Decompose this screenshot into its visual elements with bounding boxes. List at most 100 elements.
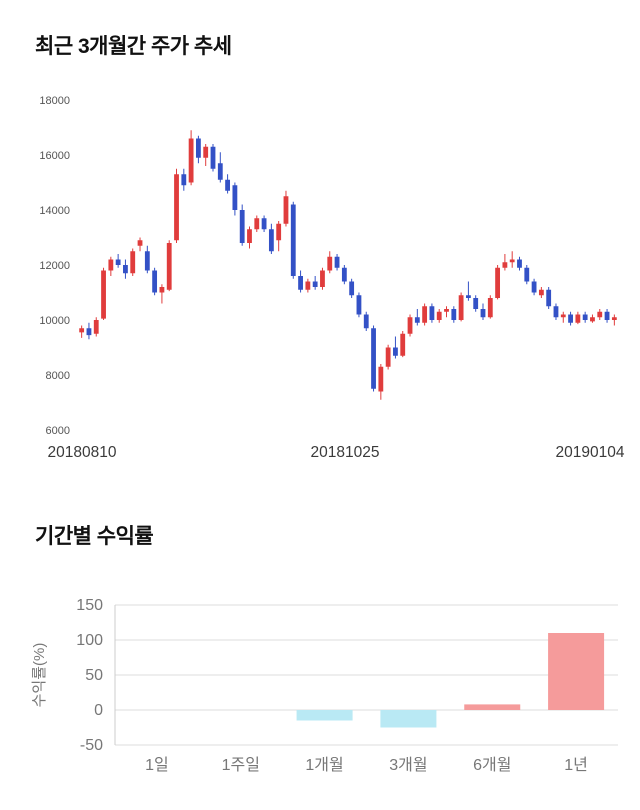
candle-up [458, 292, 464, 322]
candle-body [371, 328, 376, 389]
candle-down [524, 265, 530, 285]
candle-down [232, 182, 238, 216]
return-bar [380, 710, 437, 728]
candle-body [239, 210, 245, 243]
candle-body [465, 295, 471, 298]
candle-up [254, 215, 260, 232]
candle-body [473, 298, 479, 309]
candle-body [86, 328, 92, 336]
candle-body [152, 270, 158, 293]
candle-body [159, 287, 165, 293]
return-bar [548, 633, 605, 710]
y-tick-label: 10000 [39, 315, 70, 327]
category-label: 3개월 [389, 756, 427, 774]
candle-down [480, 303, 486, 320]
candle-body [123, 265, 128, 274]
candle-body [568, 314, 573, 323]
candle-up [502, 254, 508, 271]
candle-body [378, 366, 384, 392]
candle-up [108, 256, 114, 276]
candle-down [568, 311, 573, 326]
candle-body [101, 270, 106, 319]
candle-down [553, 303, 559, 320]
candle-down [195, 135, 201, 164]
candle-down [349, 278, 355, 298]
candle-body [232, 185, 238, 210]
candle-down [465, 281, 471, 301]
candle-body [188, 138, 194, 183]
candle-down [604, 309, 610, 323]
candle-body [166, 243, 172, 290]
candle-body [495, 267, 501, 298]
candle-body [144, 251, 150, 271]
candle-body [517, 259, 522, 268]
candle-body [268, 229, 274, 252]
candle-body [217, 163, 223, 180]
candle-body [298, 276, 303, 290]
candle-body [261, 218, 267, 230]
candle-up [283, 190, 289, 227]
x-tick-label: 20181025 [311, 444, 380, 461]
candle-body [531, 281, 537, 293]
candle-body [429, 306, 435, 320]
candle-down [123, 259, 128, 279]
candle-body [487, 298, 493, 318]
candle-body [575, 314, 581, 323]
candle-body [210, 146, 216, 169]
candle-down [298, 270, 303, 293]
y-tick-label: 0 [94, 702, 103, 719]
category-label: 1주일 [222, 756, 260, 774]
y-tick-label: 150 [76, 597, 103, 614]
candle-up [560, 311, 566, 323]
candle-down [144, 245, 150, 274]
candle-down [210, 144, 216, 172]
y-tick-label: 16000 [39, 150, 70, 162]
candle-up [575, 311, 581, 325]
candle-down [217, 152, 223, 183]
y-tick-label: 12000 [39, 260, 70, 272]
candle-down [115, 254, 121, 268]
candle-up [327, 251, 333, 274]
candle-down [261, 215, 267, 232]
candle-body [79, 328, 85, 333]
candle-down [451, 306, 457, 323]
candle-body [400, 333, 406, 356]
candle-up [101, 267, 106, 320]
candle-down [531, 278, 537, 296]
y-tick-label: 100 [76, 632, 103, 649]
candle-up [444, 306, 449, 318]
candle-body [590, 317, 595, 322]
candle-down [225, 174, 231, 194]
category-label: 6개월 [473, 756, 511, 774]
candle-body [290, 204, 296, 276]
candle-up [422, 303, 428, 326]
candle-down [473, 295, 479, 312]
y-axis-label: 수익률(%) [31, 643, 48, 708]
y-tick-label: -50 [80, 737, 103, 754]
y-tick-label: 50 [85, 667, 103, 684]
category-label: 1일 [145, 756, 169, 774]
candle-body [414, 317, 420, 323]
return-bar [464, 704, 521, 710]
candle-body [305, 281, 311, 290]
candle-up [137, 237, 143, 252]
candle-up [378, 364, 384, 400]
candle-down [341, 265, 347, 285]
candle-down [582, 311, 588, 323]
candle-body [385, 347, 391, 367]
candle-up [538, 287, 544, 298]
candle-body [247, 229, 252, 243]
candle-body [349, 281, 355, 296]
candle-body [356, 295, 362, 315]
candle-body [444, 309, 449, 312]
candle-body [502, 262, 508, 268]
candle-body [611, 317, 617, 320]
candle-up [93, 317, 99, 337]
candle-up [436, 309, 442, 323]
candle-down [290, 201, 296, 279]
candle-down [393, 336, 398, 359]
candle-down [312, 276, 318, 290]
candle-body [582, 314, 588, 320]
candle-body [312, 281, 318, 287]
